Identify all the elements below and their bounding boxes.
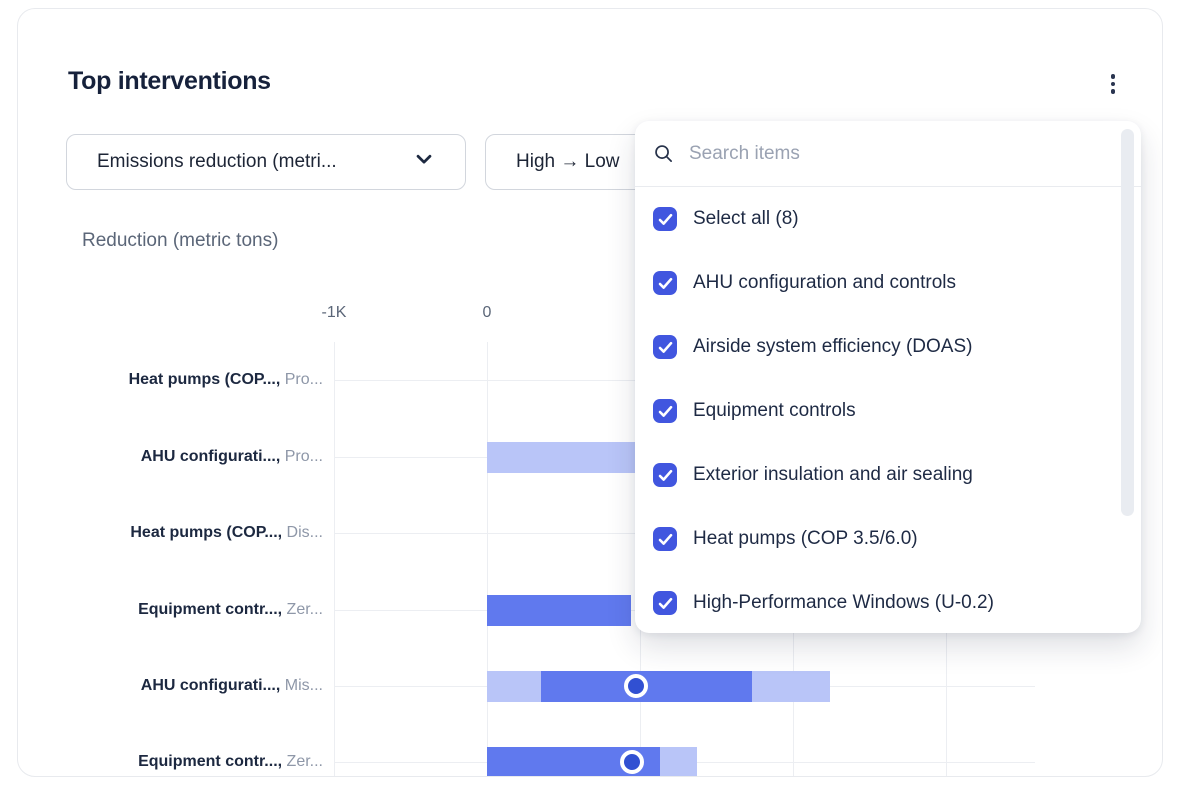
checkbox-checked-icon[interactable] (653, 527, 677, 551)
menu-item[interactable]: High-Performance Windows (U-0.2) (635, 571, 1141, 635)
checkbox-checked-icon[interactable] (653, 335, 677, 359)
category-label: Equipment contr..., Zer... (138, 753, 323, 770)
menu-item[interactable]: AHU configuration and controls (635, 251, 1141, 315)
menu-item[interactable]: Equipment controls (635, 379, 1141, 443)
menu-item-select-all[interactable]: Select all (8) (635, 187, 1141, 251)
category-label: AHU configurati..., Mis... (140, 677, 323, 694)
menu-item-label: Equipment controls (693, 400, 856, 421)
metric-select[interactable]: Emissions reduction (metri... (66, 134, 466, 190)
menu-item-label: Select all (8) (693, 208, 799, 229)
bar-segment[interactable] (487, 594, 631, 626)
category-label: Heat pumps (COP..., Pro... (128, 371, 323, 388)
search-icon (653, 143, 674, 164)
menu-item[interactable]: Exterior insulation and air sealing (635, 443, 1141, 507)
x-axis-tick-label: -1K (321, 304, 347, 321)
vertical-gridline (334, 342, 335, 776)
menu-item-label: AHU configuration and controls (693, 272, 956, 293)
chart-axis-title: Reduction (metric tons) (82, 230, 279, 251)
checkbox-checked-icon[interactable] (653, 207, 677, 231)
top-interventions-card: Top interventions Emissions reduction (m… (17, 8, 1163, 777)
menu-item-label: High-Performance Windows (U-0.2) (693, 592, 994, 613)
sort-select-value: High → Low (516, 151, 620, 172)
category-label: Heat pumps (COP..., Dis... (130, 524, 323, 541)
checkbox-checked-icon[interactable] (653, 463, 677, 487)
menu-item[interactable]: Airside system efficiency (DOAS) (635, 315, 1141, 379)
median-marker (624, 674, 649, 698)
vertical-gridline (487, 342, 488, 776)
menu-item-label: Heat pumps (COP 3.5/6.0) (693, 528, 918, 549)
menu-item-label: Airside system efficiency (DOAS) (693, 336, 973, 357)
search-row (635, 121, 1141, 187)
checkbox-checked-icon[interactable] (653, 591, 677, 615)
checkbox-checked-icon[interactable] (653, 271, 677, 295)
checkbox-checked-icon[interactable] (653, 399, 677, 423)
chevron-down-icon (413, 148, 435, 176)
x-axis-tick-label: 0 (482, 304, 492, 321)
kebab-menu-icon[interactable] (1100, 69, 1126, 99)
category-label: AHU configurati..., Pro... (140, 448, 323, 465)
menu-item-label: Exterior insulation and air sealing (693, 464, 973, 485)
median-marker (620, 750, 645, 774)
menu-items-list: Select all (8) AHU configuration and cont… (635, 187, 1141, 635)
menu-item[interactable]: Heat pumps (COP 3.5/6.0) (635, 507, 1141, 571)
page-title: Top interventions (68, 67, 271, 95)
category-label: Equipment contr..., Zer... (138, 601, 323, 618)
scrollbar-thumb[interactable] (1121, 129, 1134, 516)
search-input[interactable] (687, 141, 1123, 166)
filter-dropdown-panel: Select all (8) AHU configuration and cont… (635, 121, 1141, 633)
metric-select-value: Emissions reduction (metri... (97, 151, 337, 172)
